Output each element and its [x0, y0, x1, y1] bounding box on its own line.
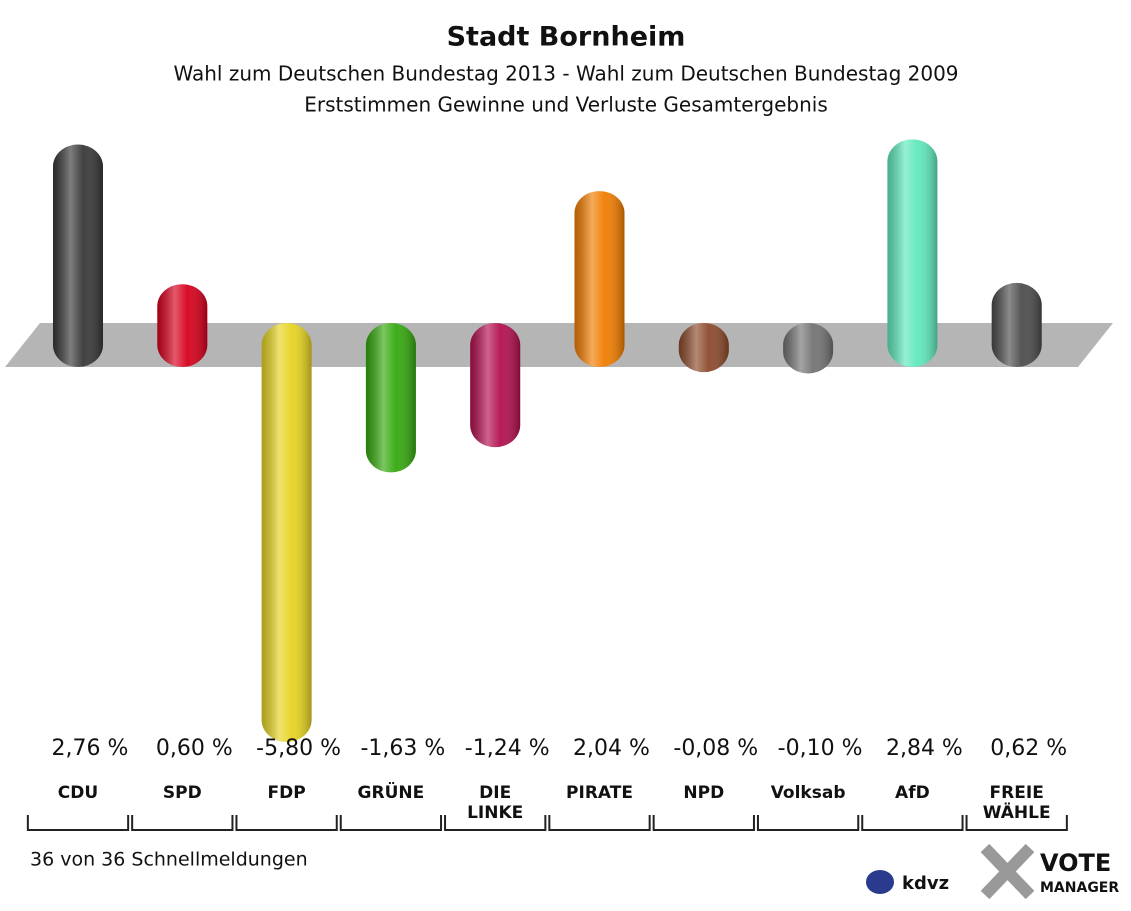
logo-text: MANAGER [1040, 880, 1119, 896]
bracket [965, 815, 1068, 831]
logo-icon [866, 870, 894, 894]
bar-highlight [678, 323, 729, 373]
bar-highlight [261, 323, 312, 742]
bracket [339, 815, 443, 831]
bar-highlight [157, 284, 208, 367]
value-label: 0,62 % [990, 736, 1067, 761]
category-label: SPD [162, 783, 202, 803]
category-label: GRÜNE [357, 783, 425, 803]
value-label: 0,60 % [156, 736, 233, 761]
bracket [756, 815, 860, 831]
bar-highlight [991, 282, 1042, 367]
category-label: Volksab [770, 783, 846, 803]
value-label: 2,76 % [52, 736, 129, 761]
value-label: -1,24 % [465, 736, 550, 761]
bracket [131, 815, 234, 831]
value-label: 2,04 % [573, 736, 650, 761]
value-label: 2,84 % [886, 736, 963, 761]
category-label: NPD [683, 783, 725, 803]
value-label: -0,10 % [778, 736, 863, 761]
bracket [861, 815, 964, 831]
bracket [26, 815, 130, 831]
logo-icon [980, 843, 1035, 900]
bracket [548, 815, 651, 831]
chart-subtitle: Wahl zum Deutschen Bundestag 2013 - Wahl… [173, 62, 958, 86]
chart-title: Stadt Bornheim [447, 22, 686, 53]
logo-text: kdvz [902, 873, 949, 894]
bar-highlight [470, 323, 521, 448]
bar-highlight [887, 139, 938, 367]
bracket [444, 815, 547, 831]
footer: 36 von 36 Schnellmeldungen [30, 849, 308, 871]
logo-text: VOTE [1040, 849, 1111, 877]
bracket [235, 815, 338, 831]
category-label: CDU [57, 783, 99, 803]
category-label: FDP [267, 783, 306, 803]
category-label: AfD [895, 783, 930, 803]
bar-highlight [783, 323, 834, 374]
category-label: PIRATE [566, 783, 633, 803]
category-label: FREIE WÄHLE [982, 783, 1051, 823]
value-label: -5,80 % [256, 736, 341, 761]
value-label: -1,63 % [360, 736, 445, 761]
value-label: -0,08 % [673, 736, 758, 761]
bar-highlight [365, 323, 416, 473]
chart-subtitle: Erststimmen Gewinne und Verluste Gesamte… [304, 93, 828, 117]
bar-highlight [53, 144, 103, 367]
category-label: DIE LINKE [467, 783, 524, 823]
bracket [652, 815, 755, 831]
bar-highlight [574, 191, 625, 367]
